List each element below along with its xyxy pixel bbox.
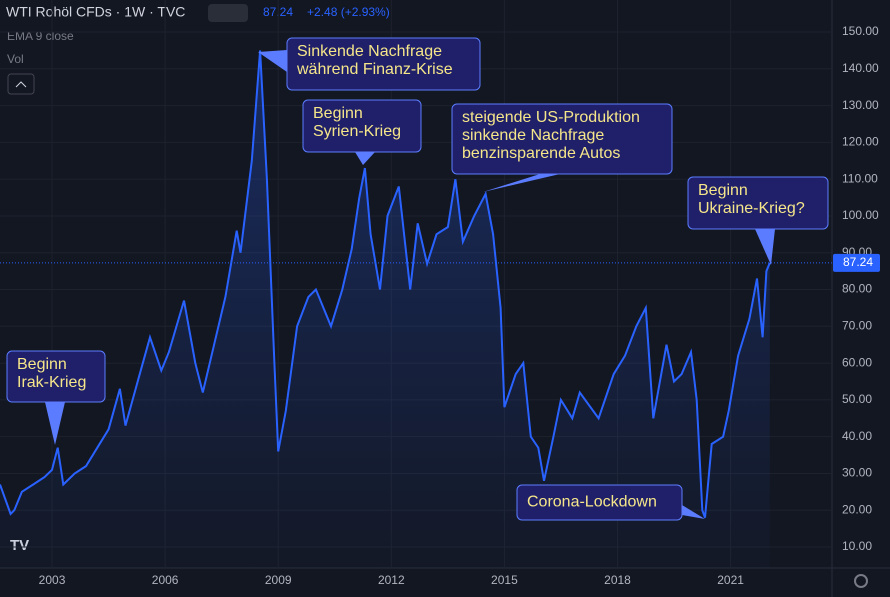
callout-box xyxy=(286,37,481,91)
callout-text: steigende US-Produktion xyxy=(462,109,640,126)
callout-box xyxy=(6,350,106,403)
y-tick-label: 70.00 xyxy=(842,318,872,332)
y-tick-label: 100.00 xyxy=(842,208,879,222)
y-tick-label: 130.00 xyxy=(842,98,879,112)
y-tick-label: 110.00 xyxy=(842,171,878,185)
callout-tail xyxy=(483,174,560,192)
callout-tail xyxy=(682,505,705,519)
y-tick-label: 20.00 xyxy=(842,502,872,516)
y-tick-label: 120.00 xyxy=(842,135,879,149)
callout-box xyxy=(516,484,683,521)
x-tick-label: 2021 xyxy=(717,573,744,587)
callout-text: Corona-Lockdown xyxy=(527,494,657,511)
callout-text: sinkende Nachfrage xyxy=(462,127,604,144)
callout-tail xyxy=(355,152,375,165)
x-tick-label: 2003 xyxy=(39,573,66,587)
area xyxy=(0,50,770,568)
callout-tail xyxy=(755,229,775,265)
callout-text: Ukraine-Krieg? xyxy=(698,200,805,217)
collapse-button[interactable] xyxy=(7,73,35,95)
price-line xyxy=(0,50,771,518)
y-tick-label: 10.00 xyxy=(842,539,872,553)
y-tick-label: 140.00 xyxy=(842,61,879,75)
y-tick-label: 80.00 xyxy=(842,282,872,296)
chart-title: WTI Rohöl CFDs · 1W · TVC xyxy=(6,4,185,20)
indicator[interactable]: Vol xyxy=(7,52,24,66)
x-tick-label: 2012 xyxy=(378,573,405,587)
change: +2.48 (+2.93%) xyxy=(307,5,390,19)
callout-tail xyxy=(45,402,65,445)
y-tick-label: 40.00 xyxy=(842,429,872,443)
y-tick-label: 60.00 xyxy=(842,355,872,369)
callout-text: während Finanz-Krise xyxy=(296,61,453,78)
y-tick-label: 30.00 xyxy=(842,466,872,480)
callout-text: Beginn xyxy=(698,182,748,199)
callout-tail xyxy=(258,50,287,72)
x-tick-label: 2018 xyxy=(604,573,631,587)
y-tick-label: 50.00 xyxy=(842,392,872,406)
chevron xyxy=(15,81,27,88)
callout-text: Beginn xyxy=(313,105,363,122)
settings-icon[interactable] xyxy=(854,574,868,588)
last-price-tag xyxy=(833,253,880,272)
x-tick-label: 2015 xyxy=(491,573,518,587)
y-tick-label: 150.00 xyxy=(842,24,879,38)
callout-text: Sinkende Nachfrage xyxy=(297,43,442,60)
toggle[interactable] xyxy=(208,4,248,22)
callout-box xyxy=(302,99,422,153)
callout-box xyxy=(687,176,829,230)
callout-text: Irak-Krieg xyxy=(17,374,86,391)
callout-text: Beginn xyxy=(17,356,67,373)
indicator[interactable]: EMA 9 close xyxy=(7,29,74,43)
callout-text: Syrien-Krieg xyxy=(313,123,401,140)
x-tick-label: 2009 xyxy=(265,573,292,587)
callout-text: benzinsparende Autos xyxy=(462,145,620,162)
last-price-label: 87.24 xyxy=(843,255,873,269)
callout-box xyxy=(451,103,673,175)
x-tick-label: 2006 xyxy=(152,573,179,587)
